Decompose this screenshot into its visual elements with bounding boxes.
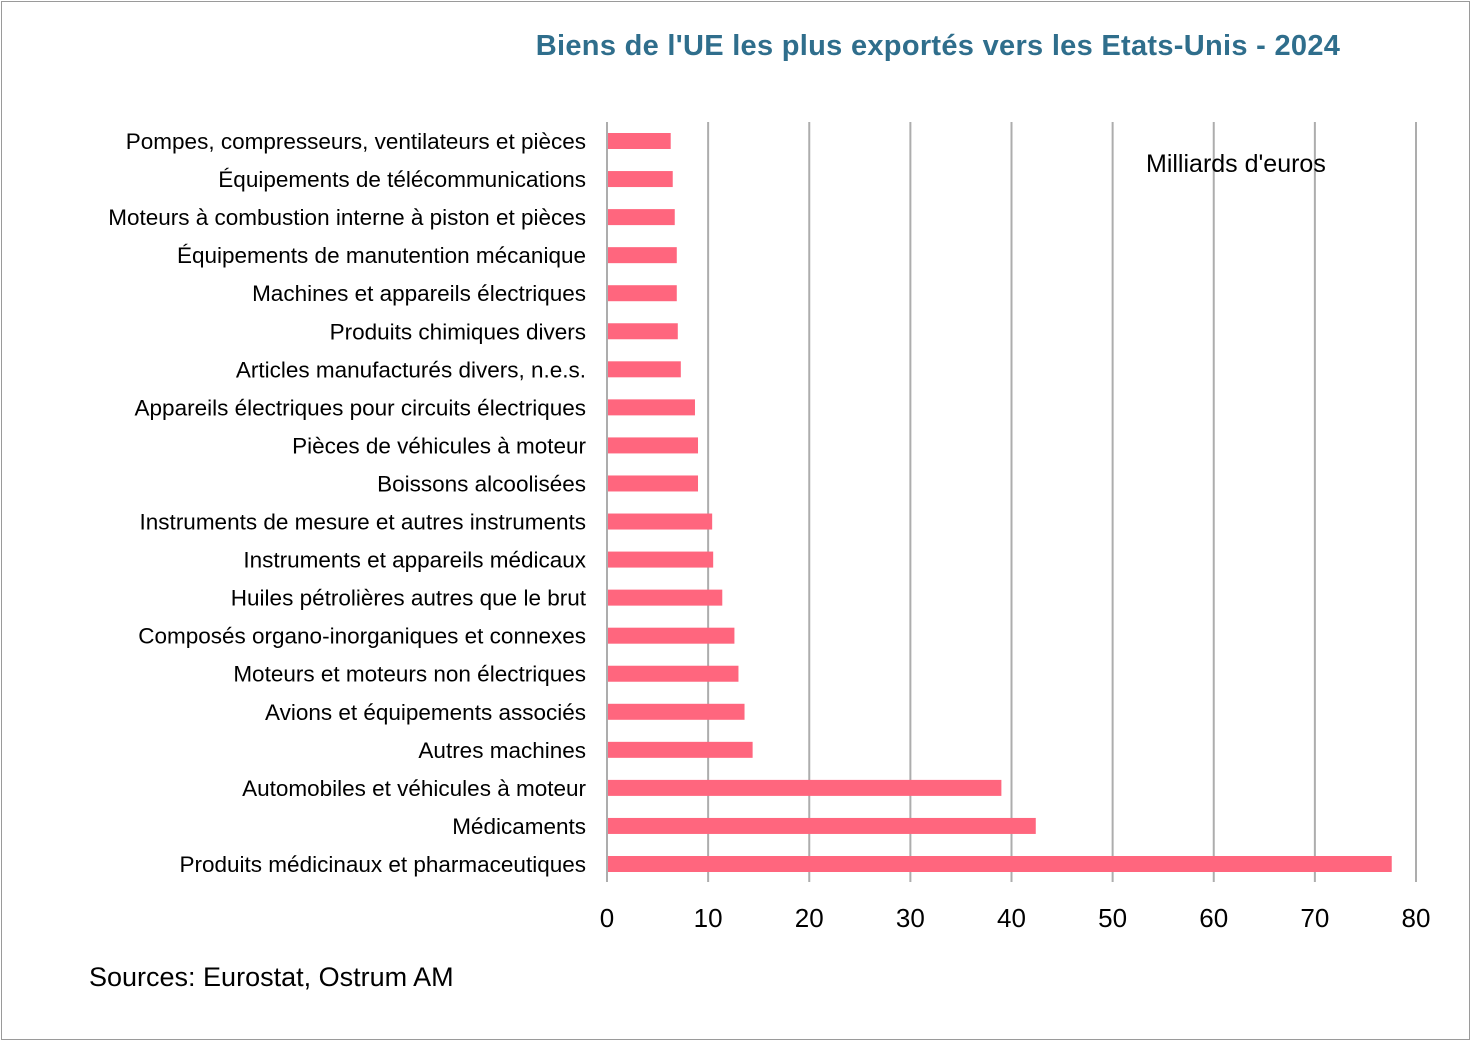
category-label: Huiles pétrolières autres que le brut xyxy=(231,586,587,611)
bar xyxy=(608,589,723,606)
category-label: Moteurs à combustion interne à piston et… xyxy=(108,205,586,230)
source-note: Sources: Eurostat, Ostrum AM xyxy=(89,962,454,992)
category-label: Machines et appareils électriques xyxy=(252,281,586,306)
bar xyxy=(608,665,739,682)
bar xyxy=(608,285,677,302)
category-label: Pompes, compresseurs, ventilateurs et pi… xyxy=(126,129,586,154)
bar xyxy=(608,209,675,226)
bar xyxy=(608,551,714,568)
bar xyxy=(608,627,735,644)
bar xyxy=(608,323,678,340)
category-label: Automobiles et véhicules à moteur xyxy=(242,776,586,801)
bar xyxy=(608,247,677,264)
unit-label: Milliards d'euros xyxy=(1146,150,1326,178)
category-label: Appareils électriques pour circuits élec… xyxy=(135,395,586,420)
bar xyxy=(608,817,1036,834)
bar xyxy=(608,475,699,492)
bar xyxy=(608,513,713,530)
category-label: Instruments et appareils médicaux xyxy=(243,548,586,573)
category-label: Instruments de mesure et autres instrume… xyxy=(140,510,586,535)
bar xyxy=(608,741,753,758)
bar xyxy=(608,703,745,720)
bar xyxy=(608,361,681,378)
x-tick-label: 50 xyxy=(1098,903,1127,933)
bar xyxy=(608,399,695,416)
x-tick-label: 20 xyxy=(795,903,824,933)
category-label: Autres machines xyxy=(418,738,586,763)
category-label: Boissons alcoolisées xyxy=(377,471,586,496)
x-tick-label: 10 xyxy=(694,903,723,933)
bar xyxy=(608,171,673,188)
bar xyxy=(608,856,1392,872)
x-tick-label: 80 xyxy=(1402,903,1431,933)
category-label: Moteurs et moteurs non électriques xyxy=(233,662,586,687)
x-tick-label: 40 xyxy=(997,903,1026,933)
category-label: Équipements de télécommunications xyxy=(218,167,586,192)
category-label: Produits chimiques divers xyxy=(330,319,586,344)
bar xyxy=(608,437,699,454)
category-label: Médicaments xyxy=(452,814,586,839)
x-tick-label: 0 xyxy=(600,903,614,933)
x-tick-label: 60 xyxy=(1199,903,1228,933)
category-label: Composés organo-inorganiques et connexes xyxy=(138,624,586,649)
x-tick-label: 70 xyxy=(1300,903,1329,933)
category-label: Pièces de véhicules à moteur xyxy=(292,433,586,458)
x-tick-label: 30 xyxy=(896,903,925,933)
bar xyxy=(608,133,671,149)
category-label: Produits médicinaux et pharmaceutiques xyxy=(180,852,586,877)
bar xyxy=(608,779,1002,796)
category-label: Avions et équipements associés xyxy=(265,700,586,725)
category-label: Équipements de manutention mécanique xyxy=(177,243,586,268)
chart-title: Biens de l'UE les plus exportés vers les… xyxy=(535,30,1341,62)
category-label: Articles manufacturés divers, n.e.s. xyxy=(236,357,586,382)
